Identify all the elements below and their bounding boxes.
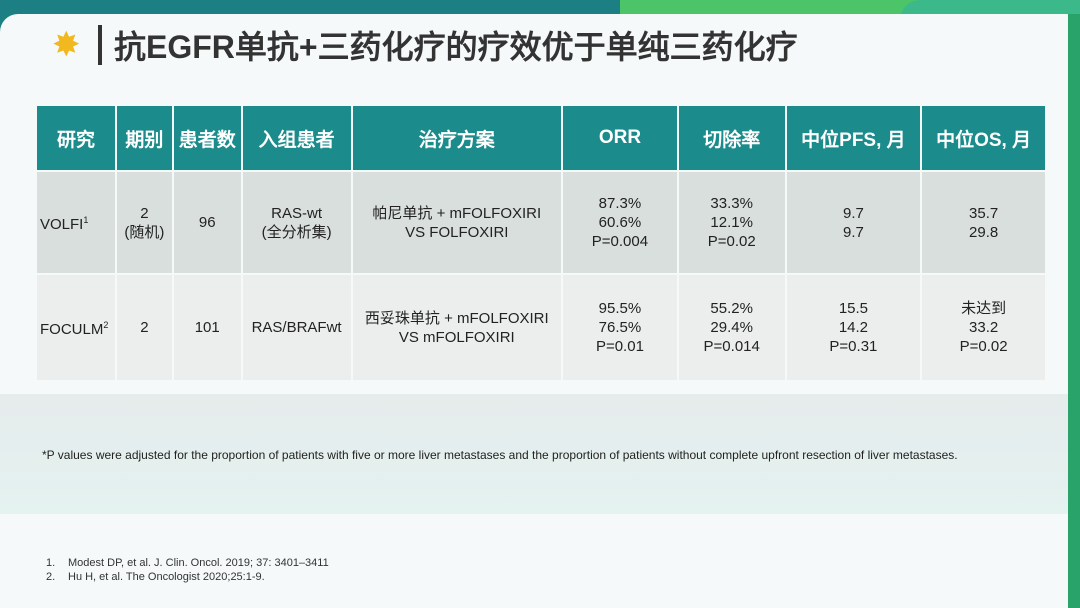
table-row: FOCULM2 2 101 RAS/BRAFwt 西妥珠单抗 + mFOLFOX… (37, 275, 1045, 380)
reference-item: 2. Hu H, et al. The Oncologist 2020;25:1-… (46, 570, 329, 584)
references: 1. Modest DP, et al. J. Clin. Oncol. 2019… (46, 556, 329, 584)
cell-pfs: 9.7 9.7 (786, 172, 921, 273)
header-phase: 期别 (116, 106, 172, 170)
cell-n: 96 (173, 172, 241, 273)
cell-resection: 55.2% 29.4% P=0.014 (678, 275, 785, 380)
results-table: 研究 期别 患者数 入组患者 治疗方案 ORR 切除率 中位PFS, 月 中位O… (35, 104, 1047, 382)
cell-pfs: 15.5 14.2 P=0.31 (786, 275, 921, 380)
ref-text: Hu H, et al. The Oncologist 2020;25:1-9. (68, 571, 265, 583)
cell-regimen: 帕尼单抗 + mFOLFOXIRI VS FOLFOXIRI (352, 172, 562, 273)
header-pfs: 中位PFS, 月 (786, 106, 921, 170)
cell-orr: 95.5% 76.5% P=0.01 (563, 275, 677, 380)
cell-os: 35.7 29.8 (922, 172, 1045, 273)
cell-study: VOLFI1 (37, 172, 115, 273)
header-study: 研究 (37, 106, 115, 170)
star-icon: ✸ (52, 26, 81, 64)
slide-title: ✸ 抗EGFR单抗+三药化疗的疗效优于单纯三药化疗 (52, 22, 798, 68)
cell-population: RAS-wt (全分析集) (242, 172, 351, 273)
cell-phase: 2 (116, 275, 172, 380)
header-population: 入组患者 (242, 106, 351, 170)
cell-n: 101 (173, 275, 241, 380)
reference-item: 1. Modest DP, et al. J. Clin. Oncol. 2019… (46, 556, 329, 570)
table-row: VOLFI1 2 (随机) 96 RAS-wt (全分析集) 帕尼单抗 + mF… (37, 172, 1045, 273)
ref-sup: 2 (103, 320, 109, 330)
cell-phase: 2 (随机) (116, 172, 172, 273)
cell-regimen: 西妥珠单抗 + mFOLFOXIRI VS mFOLFOXIRI (352, 275, 562, 380)
table-header: 研究 期别 患者数 入组患者 治疗方案 ORR 切除率 中位PFS, 月 中位O… (37, 106, 1045, 170)
header-resection: 切除率 (678, 106, 785, 170)
ref-number: 2. (46, 571, 56, 583)
cell-study: FOCULM2 (37, 275, 115, 380)
ref-text: Modest DP, et al. J. Clin. Oncol. 2019; … (68, 557, 329, 569)
cell-orr: 87.3% 60.6% P=0.004 (563, 172, 677, 273)
header-orr: ORR (563, 106, 677, 170)
ref-number: 1. (46, 557, 56, 569)
header-os: 中位OS, 月 (922, 106, 1045, 170)
title-text: 抗EGFR单抗+三药化疗的疗效优于单纯三药化疗 (114, 29, 798, 65)
header-regimen: 治疗方案 (352, 106, 562, 170)
footnote: *P values were adjusted for the proporti… (42, 448, 958, 462)
cell-population: RAS/BRAFwt (242, 275, 351, 380)
right-accent-bar (1068, 14, 1080, 608)
cell-os: 未达到 33.2 P=0.02 (922, 275, 1045, 380)
background-wash (0, 394, 1068, 514)
cell-resection: 33.3% 12.1% P=0.02 (678, 172, 785, 273)
study-name: VOLFI (40, 216, 84, 233)
header-n: 患者数 (173, 106, 241, 170)
study-name: FOCULM (40, 321, 104, 338)
ref-sup: 1 (83, 215, 89, 225)
title-divider (98, 25, 102, 65)
